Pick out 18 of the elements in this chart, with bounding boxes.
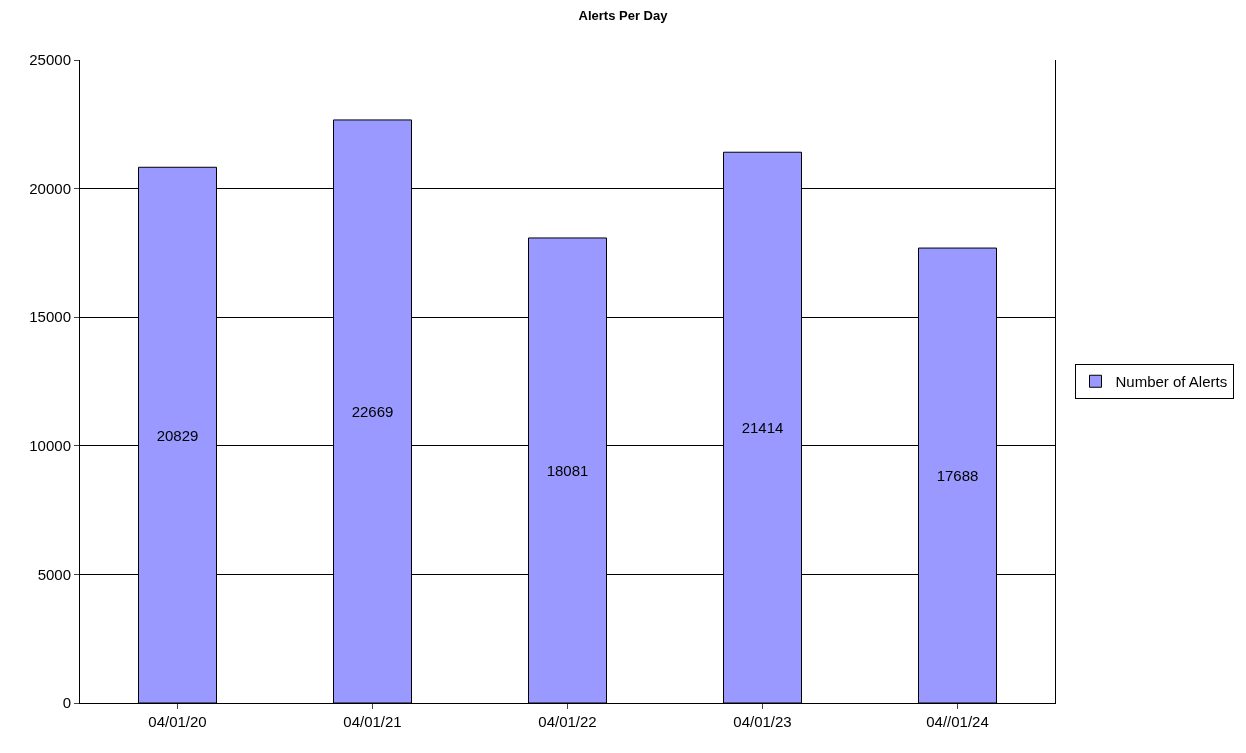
y-tick-label: 5000 [37,565,71,583]
y-tick-label: 10000 [29,437,71,455]
y-tick-label: 15000 [29,308,71,326]
data-label: 21414 [741,419,784,437]
x-tick-label: 04//01/24 [926,713,989,730]
y-tick-label: 20000 [29,179,71,197]
data-label: 17688 [936,467,979,485]
legend-label: Number of Alerts [1115,373,1228,391]
chart-title: Alerts Per Day [578,8,669,24]
x-tick-label: 04/01/22 [538,713,597,730]
data-label: 22669 [351,402,394,420]
x-tick-label: 04/01/21 [343,713,402,730]
x-tick-label: 04/01/20 [148,713,207,730]
y-tick-label: 0 [62,694,71,712]
data-label: 18081 [546,461,589,479]
data-label: 20829 [156,426,199,444]
x-tick-label: 04/01/23 [733,713,792,730]
y-tick-label: 25000 [29,51,71,69]
